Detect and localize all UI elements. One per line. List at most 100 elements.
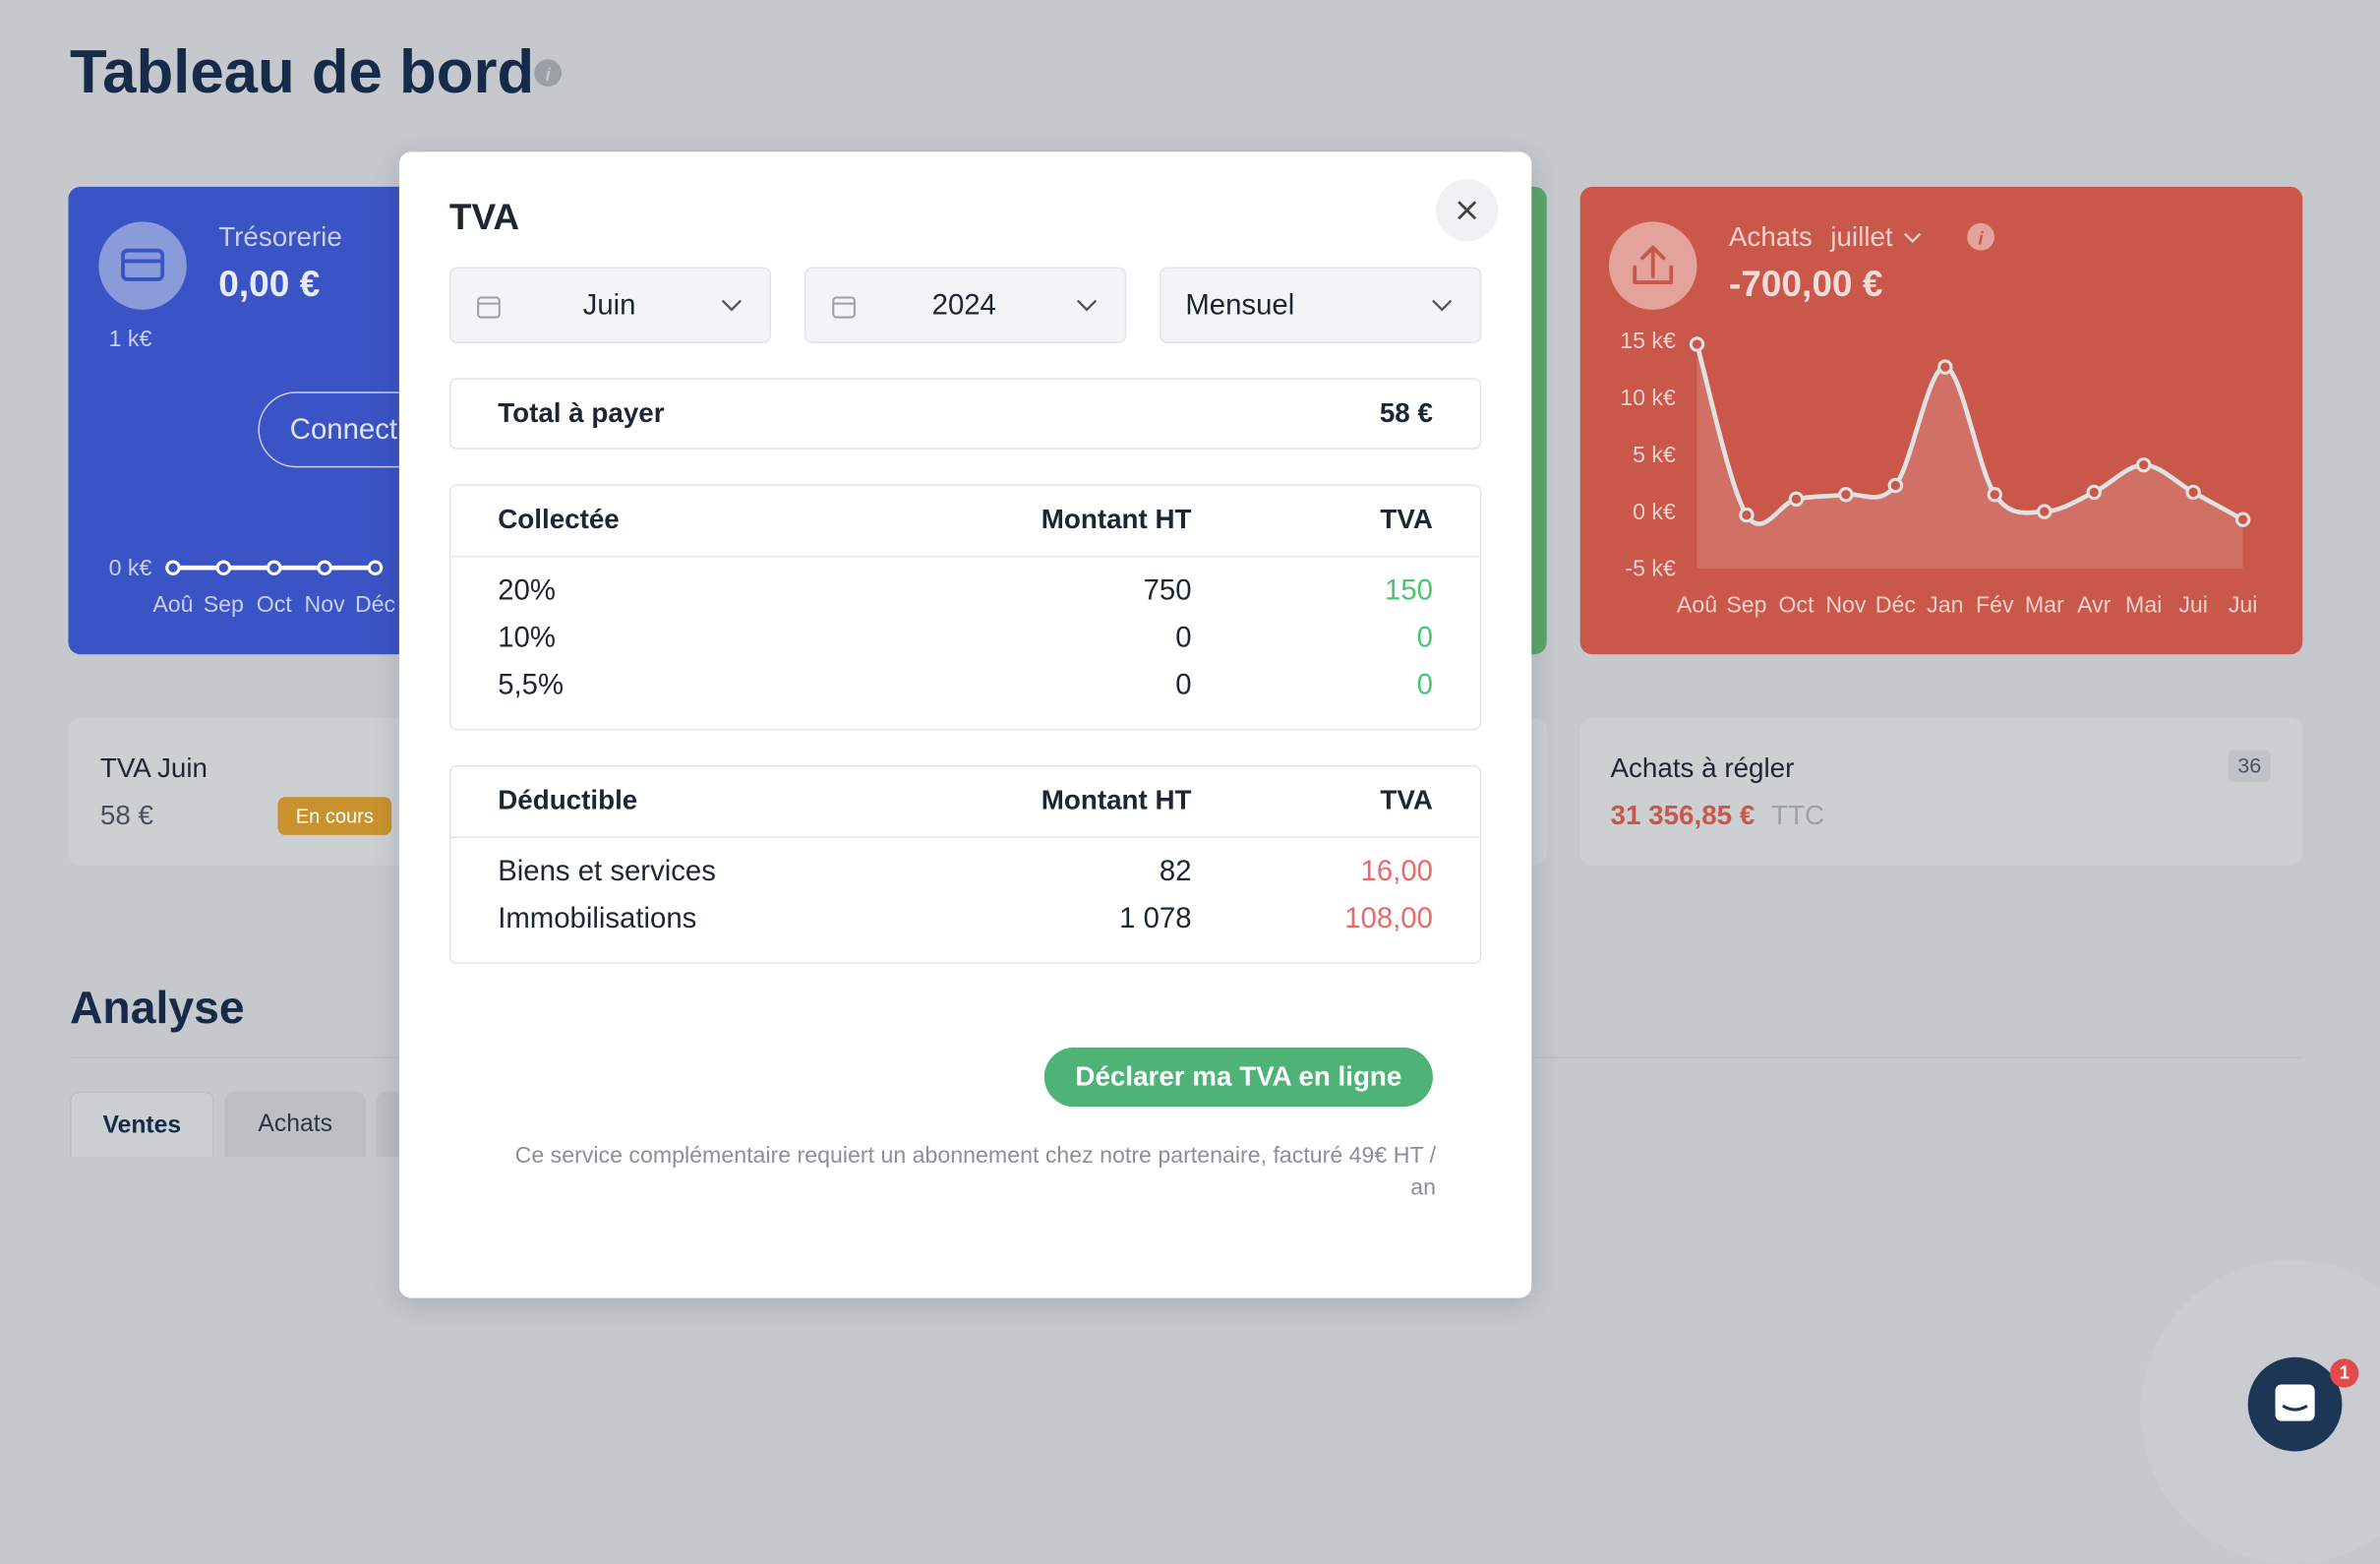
summary-amount: 31 356,85 € xyxy=(1610,800,1755,831)
month-select[interactable]: Juin xyxy=(448,267,772,343)
point xyxy=(1788,491,1805,508)
table-cell: 82 xyxy=(1159,856,1192,888)
point xyxy=(267,560,282,575)
total-label: Total à payer xyxy=(498,397,665,429)
chevron xyxy=(1432,299,1453,312)
modal-title: TVA xyxy=(448,197,520,239)
tab[interactable]: Achats xyxy=(224,1091,366,1158)
table-cell: 0 xyxy=(1175,622,1192,655)
table-header: Déductible xyxy=(498,784,638,815)
y-tick-label: 10 k€ xyxy=(1620,385,1676,410)
x-tick-label: Avr xyxy=(2077,592,2112,618)
calendar-icon xyxy=(477,296,501,319)
y-tick-label: -5 k€ xyxy=(1625,556,1676,581)
section-title: Analyse xyxy=(69,984,245,1035)
point xyxy=(1838,487,1854,503)
table-divider xyxy=(450,555,1480,558)
table-header: Montant HT xyxy=(1041,504,1192,535)
total-box xyxy=(448,378,1482,450)
point xyxy=(215,560,232,575)
table-cell: Immobilisations xyxy=(498,903,697,935)
table-cell: 0 xyxy=(1416,669,1433,702)
collected-table xyxy=(448,484,1482,731)
x-tick-label: Mar xyxy=(2025,592,2064,618)
point xyxy=(2086,484,2102,501)
connect-button-label: Connect xyxy=(289,414,398,447)
table-cell: 0 xyxy=(1175,669,1192,702)
point xyxy=(1887,477,1904,494)
point xyxy=(165,560,181,575)
x-tick-label: Déc xyxy=(1875,592,1916,618)
table-cell: 16,00 xyxy=(1360,856,1433,888)
table-cell: 1 078 xyxy=(1119,903,1192,935)
footnote: Ce service complémentaire requiert un ab… xyxy=(514,1143,1437,1201)
table-header: TVA xyxy=(1380,504,1433,535)
point xyxy=(2135,456,2152,473)
x-tick-label: Jan xyxy=(1927,592,1963,618)
table-cell: 150 xyxy=(1385,574,1433,608)
payables-summary-card[interactable] xyxy=(1579,718,2303,866)
card-icon xyxy=(98,221,187,310)
y-tick-label: 1 k€ xyxy=(109,326,152,351)
table-cell: 750 xyxy=(1143,574,1192,608)
svg-text:i: i xyxy=(546,64,552,85)
x-tick-label: Aoû xyxy=(152,591,193,617)
point xyxy=(2185,484,2201,501)
y-tick-label: 5 k€ xyxy=(1633,442,1676,467)
card-label: Trésorerie xyxy=(218,221,342,253)
summary-label: TVA Juin xyxy=(99,752,208,784)
select-value: Juin xyxy=(582,289,636,323)
status-badge: En cours xyxy=(277,797,392,835)
point xyxy=(317,560,332,575)
table-cell: 10% xyxy=(498,622,556,655)
point xyxy=(2234,511,2251,527)
chevron xyxy=(1904,232,1922,244)
card-label: Achats xyxy=(1728,221,1813,253)
point xyxy=(1987,487,2003,503)
chevron xyxy=(721,299,742,312)
notification-badge: 1 xyxy=(2330,1358,2359,1388)
area xyxy=(1696,343,2243,569)
table-cell: 108,00 xyxy=(1344,903,1433,935)
select-value: 2024 xyxy=(931,289,996,323)
x-tick-label: Jui xyxy=(2229,592,2258,618)
svg-text:i: i xyxy=(1979,227,1985,248)
table-header: Montant HT xyxy=(1041,784,1192,815)
tab-active[interactable]: Ventes xyxy=(69,1091,214,1158)
x-tick-label: Sep xyxy=(1726,592,1766,618)
point xyxy=(367,560,384,575)
frequency-select[interactable]: Mensuel xyxy=(1160,267,1482,343)
x-tick-label: Mai xyxy=(2125,592,2162,618)
x-tick-label: Oct xyxy=(1778,592,1815,618)
point xyxy=(1937,359,1953,375)
summary-amount: 58 € xyxy=(99,800,153,831)
info-icon[interactable]: i xyxy=(534,59,563,87)
close-button[interactable] xyxy=(1436,179,1499,242)
year-select[interactable]: 2024 xyxy=(803,267,1127,343)
summary-label: Achats à régler xyxy=(1610,752,1795,784)
point xyxy=(2037,504,2053,519)
table-divider xyxy=(450,836,1480,838)
deductible-table xyxy=(448,764,1482,965)
x-tick-label: Fév xyxy=(1976,592,2014,618)
card-amount: 0,00 € xyxy=(218,264,321,306)
x-tick-label: Oct xyxy=(257,591,293,617)
x-tick-label: Déc xyxy=(355,591,395,617)
info-icon[interactable]: i xyxy=(1967,222,1994,251)
x-tick-label: Sep xyxy=(204,591,244,617)
x-tick-label: Aoû xyxy=(1677,592,1717,618)
declare-button[interactable]: Déclarer ma TVA en ligne xyxy=(1043,1047,1433,1108)
y-tick-label: 0 k€ xyxy=(109,555,152,580)
calendar-icon xyxy=(832,296,856,319)
chevron xyxy=(1076,299,1098,312)
point xyxy=(1739,507,1755,523)
table-cell: 20% xyxy=(498,574,556,608)
chat-button[interactable] xyxy=(2246,1355,2367,1456)
period-select[interactable]: juillet xyxy=(1830,221,1893,253)
count-badge: 36 xyxy=(2228,750,2271,782)
summary-suffix: TTC xyxy=(1771,800,1825,831)
card-charts: 0 k€ 1 k€ Aoû Sep Oct Nov Déc -5 k€ 0 k€ 5 k€ 10 k… xyxy=(109,326,2258,618)
table-header: TVA xyxy=(1380,784,1433,815)
x-tick-label: Jui xyxy=(2178,592,2208,618)
table-cell: 0 xyxy=(1416,622,1433,655)
